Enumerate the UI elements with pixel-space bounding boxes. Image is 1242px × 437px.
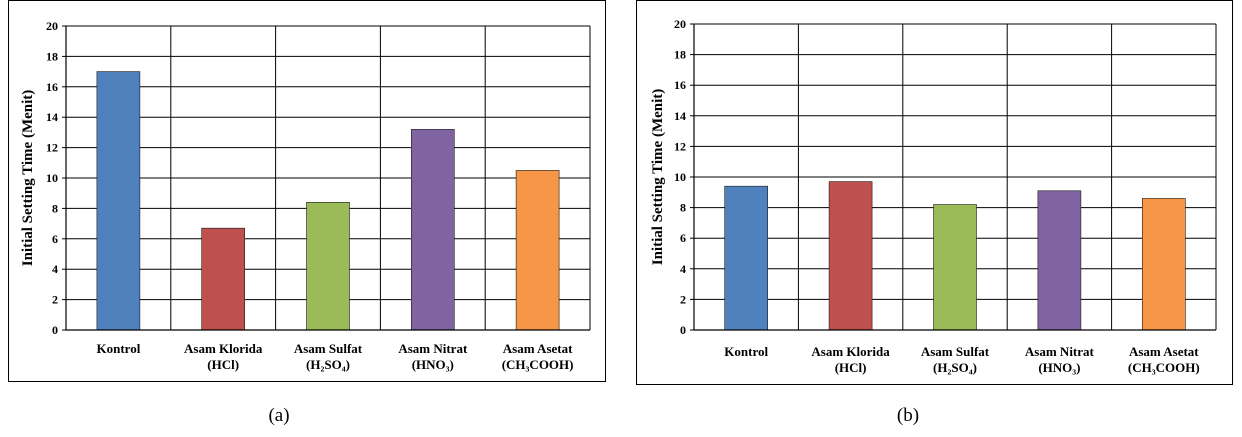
- bar-1: [96, 71, 141, 331]
- y-tick-label: 10: [674, 170, 686, 184]
- bar-3: [306, 202, 350, 331]
- bar-1: [724, 185, 768, 331]
- y-axis-title: Initial Setting Time (Menit): [20, 90, 36, 267]
- bar-2: [201, 227, 245, 331]
- y-tick-label: 8: [52, 201, 58, 215]
- y-tick-label: 0: [52, 323, 58, 337]
- y-axis-title: Initial Setting Time (Menit): [650, 89, 666, 266]
- y-tick-label: 12: [46, 141, 58, 155]
- x-category-label: Kontrol: [96, 341, 140, 356]
- bar-4: [410, 129, 455, 331]
- x-category-sublabel: (HNO₃): [1038, 360, 1080, 375]
- y-tick-label: 18: [46, 49, 58, 63]
- x-category-sublabel: (CH₃COOH): [1128, 360, 1200, 375]
- bar-5: [515, 170, 560, 331]
- y-tick-label: 18: [674, 48, 686, 62]
- y-tick-label: 0: [680, 323, 686, 337]
- y-tick-label: 14: [46, 110, 58, 124]
- x-category-label: Asam Sulfat: [921, 344, 990, 359]
- y-tick-label: 6: [680, 231, 686, 245]
- x-category-label: Asam Klorida: [184, 341, 263, 356]
- x-category-sublabel: (HNO₃): [412, 357, 454, 372]
- y-tick-label: 4: [680, 262, 686, 276]
- x-category-sublabel: (H₂SO₄): [933, 360, 977, 375]
- chart-panel-b: 0 2 4 6 8 10 12 14 16 18 20 Kontrol Asam Klorida (HCl…: [636, 0, 1233, 385]
- y-tick-label: 20: [46, 19, 58, 33]
- x-category-label: Asam Nitrat: [398, 341, 468, 356]
- y-tick-label: 8: [680, 201, 686, 215]
- x-category-label: Asam Asetat: [503, 341, 573, 356]
- bar-2: [828, 181, 873, 331]
- y-tick-label: 16: [46, 80, 58, 94]
- y-tick-label: 2: [52, 293, 58, 307]
- x-category-label: Asam Sulfat: [294, 341, 363, 356]
- y-tick-label: 14: [674, 109, 686, 123]
- x-category-label: Asam Asetat: [1129, 344, 1199, 359]
- chart-panel-a: 0 2 4 6 8 10 12 14 16 18 20 Kontrol Asam Klorida (HCl…: [8, 0, 606, 382]
- bar-3: [933, 204, 977, 331]
- bar-4: [1037, 190, 1082, 331]
- y-tick-label: 10: [46, 171, 58, 185]
- y-tick-label: 20: [674, 17, 686, 31]
- y-tick-label: 12: [674, 139, 686, 153]
- y-tick-label: 2: [680, 292, 686, 306]
- y-tick-label: 4: [52, 262, 58, 276]
- x-category-label: Asam Klorida: [811, 344, 890, 359]
- panel-label-a: (a): [268, 405, 290, 426]
- y-tick-label: 16: [674, 78, 686, 92]
- bar-5: [1141, 198, 1186, 331]
- x-category-sublabel: (H₂SO₄): [306, 357, 350, 372]
- x-category-sublabel: (HCl): [207, 357, 239, 372]
- panel-label-b: (b): [896, 405, 920, 426]
- x-category-sublabel: (HCl): [835, 360, 867, 375]
- y-tick-label: 6: [52, 232, 58, 246]
- x-category-label: Asam Nitrat: [1025, 344, 1095, 359]
- x-category-sublabel: (CH₃COOH): [502, 357, 574, 372]
- bar-chart-a: 0 2 4 6 8 10 12 14 16 18 20 Kontrol Asam Klorida(HCl…: [8, 0, 606, 382]
- bar-chart-b: 0 2 4 6 8 10 12 14 16 18 20 Kontrol Asam Klorida(HCl…: [636, 0, 1233, 385]
- x-category-label: Kontrol: [724, 344, 768, 359]
